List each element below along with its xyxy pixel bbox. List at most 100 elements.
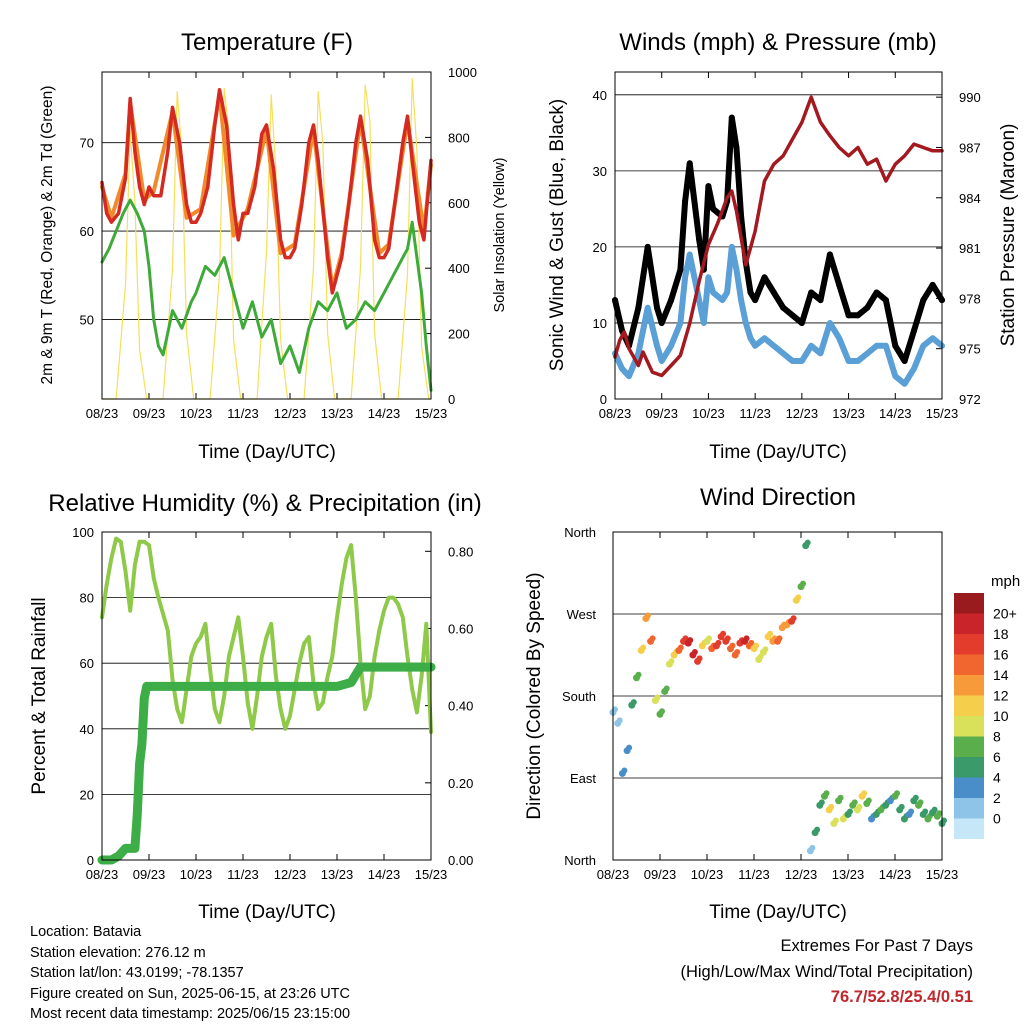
y2-tick-label: 978 (959, 291, 981, 306)
direction-point (715, 639, 722, 646)
info-location: Location: Batavia (30, 924, 142, 940)
sonic-wind-point (738, 297, 744, 303)
sonic-wind-point (701, 320, 707, 326)
sonic-wind-point (818, 350, 824, 356)
direction-point (851, 799, 858, 806)
legend-label: 16 (993, 647, 1009, 663)
extremes-box: Extremes For Past 7 Days (High/Low/Max W… (680, 934, 973, 1011)
direction-point (729, 642, 736, 649)
y2-tick-label: 200 (448, 327, 470, 342)
direction-point (931, 806, 938, 813)
gust-band (612, 114, 945, 364)
sonic-wind-point (696, 297, 702, 303)
humidity-frame (101, 531, 432, 861)
info-latlon: Station lat/lon: 43.0199; -78.1357 (30, 965, 244, 981)
y2-tick-label: 0.00 (448, 853, 473, 868)
direction-point (734, 649, 741, 655)
solar-insolation-line (101, 77, 432, 400)
direction-point (776, 635, 783, 642)
winds-ylabel-right: Station Pressure (Maroon) (998, 124, 1019, 347)
direction-point (687, 637, 694, 644)
y2-tick-label: 800 (448, 130, 470, 145)
direction-point (809, 844, 816, 851)
legend-label: 8 (993, 729, 1001, 745)
humidity-ylabel-left: Percent & Total Rainfall (29, 597, 50, 794)
x-tick-label: 12/23 (786, 406, 819, 421)
x-tick-label: 15/23 (926, 406, 959, 421)
direction-point (912, 794, 919, 801)
direction-point (762, 646, 769, 653)
y2-tick-label: 975 (959, 342, 981, 357)
sonic-wind-point (864, 350, 870, 356)
y-tick-label: 30 (593, 164, 607, 179)
direction-frame (612, 531, 943, 861)
temperature-title: Temperature (F) (181, 29, 353, 56)
x-tick-label: 14/23 (368, 406, 401, 421)
direction-legend-title: mph (991, 573, 1020, 590)
direction-point (635, 671, 642, 678)
x-tick-label: 09/23 (644, 867, 677, 882)
x-tick-label: 12/23 (274, 406, 307, 421)
direction-point (898, 803, 905, 810)
winds-panel: Winds (mph) & Pressure (mb) 08/23 09/23 10… (547, 29, 1019, 463)
x-tick-label: 13/23 (832, 867, 865, 882)
direction-point (630, 699, 637, 706)
direction-point (682, 635, 689, 642)
info-timestamp: Most recent data timestamp: 2025/06/15 2… (30, 1006, 351, 1022)
y2-tick-label: 0.80 (448, 544, 473, 559)
x-tick-label: 12/23 (785, 867, 818, 882)
sonic-wind-point (920, 343, 926, 349)
temp-2m-line (100, 87, 433, 295)
sonic-wind-point (790, 358, 796, 364)
x-tick-label: 14/23 (879, 406, 912, 421)
direction-point (922, 808, 929, 815)
direction-point (706, 635, 712, 642)
sonic-wind-point (771, 343, 777, 349)
y-tick-label: 80 (80, 591, 94, 606)
x-tick-label: 15/23 (926, 867, 959, 882)
legend-label: 14 (993, 667, 1009, 683)
legend-swatch (954, 757, 984, 778)
x-tick-label: 14/23 (368, 867, 401, 882)
y-tick-label: 60 (80, 656, 94, 671)
winds-frame (614, 71, 943, 400)
direction-point (865, 797, 872, 804)
y-tick-label: 40 (593, 88, 607, 103)
y2-tick-label: 0.20 (448, 776, 473, 791)
legend-label: 12 (993, 688, 1009, 704)
direction-point (856, 803, 863, 810)
humidity-title: Relative Humidity (%) & Precipitation (i… (48, 490, 481, 517)
y-tick-label: 20 (80, 787, 94, 802)
direction-point (837, 794, 844, 801)
direction-panel: Wind Direction 08/23 09/23 10/23 11/23 12/23… (524, 484, 1020, 923)
sonic-wind-point (892, 373, 898, 379)
station-pressure-line (613, 95, 944, 378)
direction-point (917, 799, 924, 806)
direction-point (790, 615, 797, 622)
sonic-wind-point (635, 350, 641, 356)
direction-point (908, 808, 915, 815)
legend-label: 0 (993, 811, 1001, 827)
legend-label: 10 (993, 708, 1009, 724)
legend-label: 6 (993, 749, 1001, 765)
dewpoint-line (100, 198, 433, 392)
legend-label: 20+ (993, 606, 1017, 622)
y-tick-label: 70 (80, 136, 94, 151)
direction-point (626, 744, 633, 751)
x-tick-label: 11/23 (227, 406, 259, 421)
direction-point (640, 644, 647, 651)
sonic-wind-point (705, 274, 711, 280)
sonic-wind-point (836, 335, 842, 341)
direction-ylabel-left: Direction (Colored By Speed) (524, 572, 545, 819)
direction-point (823, 790, 830, 797)
sonic-wind-point (719, 297, 725, 303)
y2-tick-label: 0.60 (448, 621, 473, 636)
direction-point (691, 649, 698, 655)
y2-tick-label: 0.40 (448, 699, 473, 714)
sonic-wind-point (780, 350, 786, 356)
y-tick-label: 60 (80, 224, 94, 239)
extremes-subheading: (High/Low/Max Wind/Total Precipitation) (680, 962, 973, 981)
legend-swatch (954, 818, 984, 839)
direction-point (936, 810, 943, 817)
y2-tick-label: 984 (959, 191, 981, 206)
